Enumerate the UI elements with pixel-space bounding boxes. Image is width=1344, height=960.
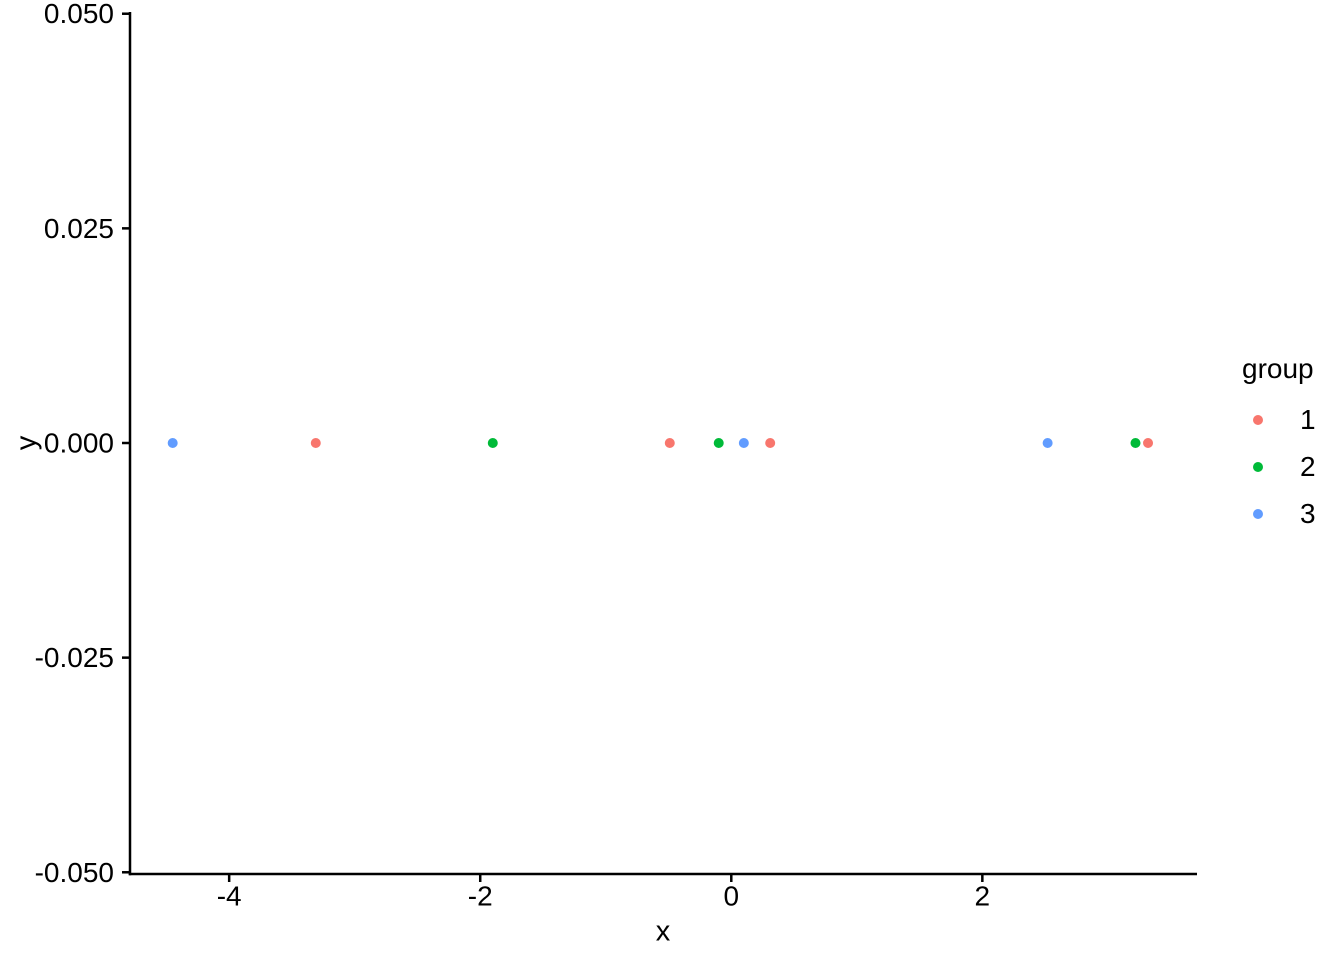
data-point-group-2 [487, 438, 498, 448]
data-point-group-2 [1130, 438, 1141, 448]
y-tick-label: 0.025 [44, 213, 114, 244]
x-axis-title: x [655, 915, 671, 948]
x-tick-label: -4 [217, 881, 242, 912]
data-point-group-2 [713, 438, 724, 448]
legend-item-1: 1 [1242, 396, 1316, 443]
data-point-group-3 [738, 438, 749, 448]
legend-title: group [1242, 353, 1314, 384]
legend-point-icon [1253, 508, 1263, 519]
legend-item-label: 1 [1300, 403, 1316, 435]
y-tick-label: -0.050 [35, 857, 114, 888]
y-tick-label: -0.025 [35, 642, 114, 673]
legend-item-3: 3 [1242, 490, 1316, 537]
x-tick-label: 0 [723, 881, 739, 912]
x-tick-label: -2 [468, 881, 493, 912]
y-axis-title: y [10, 435, 43, 451]
legend-item-2: 2 [1242, 443, 1316, 490]
y-tick-label: 0.000 [44, 428, 114, 459]
data-point-group-1 [310, 438, 321, 448]
data-point-group-1 [1143, 438, 1154, 448]
legend-items: 1 2 3 [1242, 396, 1316, 537]
data-point-group-1 [664, 438, 675, 448]
data-point-group-3 [167, 438, 178, 448]
legend-point-icon [1253, 461, 1263, 472]
legend-point-icon [1253, 414, 1263, 425]
data-point-group-1 [765, 438, 776, 448]
legend-item-label: 2 [1300, 450, 1316, 482]
x-tick-label: 2 [975, 881, 991, 912]
legend: group 1 2 3 [1242, 352, 1316, 537]
y-tick-label: 0.050 [44, 0, 114, 29]
data-point-group-3 [1042, 438, 1053, 448]
legend-item-label: 3 [1300, 497, 1316, 529]
